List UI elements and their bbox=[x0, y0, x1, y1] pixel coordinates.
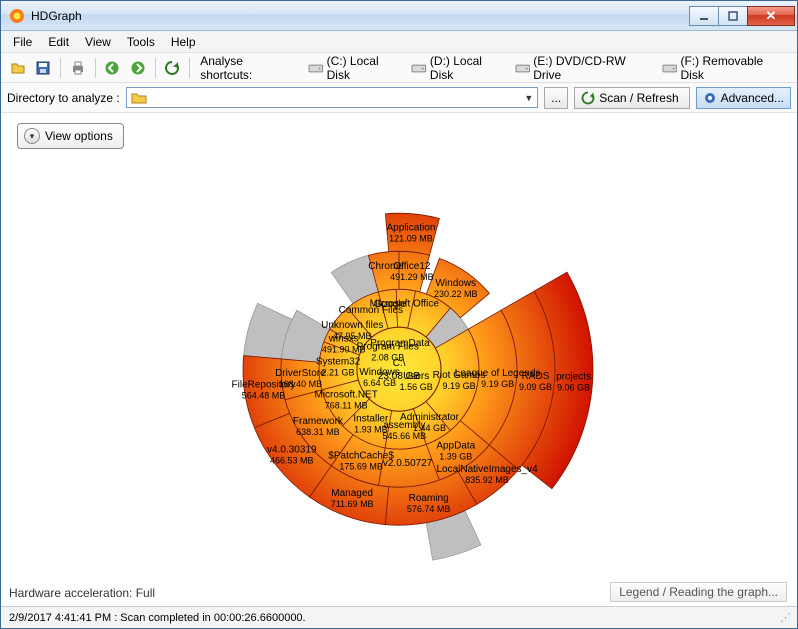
drive-shortcut[interactable]: (C:) Local Disk bbox=[304, 54, 407, 82]
menu-edit[interactable]: Edit bbox=[40, 33, 77, 51]
drive-shortcut[interactable]: (D:) Local Disk bbox=[407, 54, 510, 82]
close-button[interactable]: ✕ bbox=[747, 6, 795, 26]
menubar: File Edit View Tools Help bbox=[1, 31, 797, 53]
scan-refresh-button[interactable]: Scan / Refresh bbox=[574, 87, 689, 109]
back-icon[interactable] bbox=[102, 57, 124, 79]
app-icon bbox=[9, 8, 25, 24]
menu-view[interactable]: View bbox=[77, 33, 119, 51]
sunburst-chart[interactable]: C:\23.08 GBWindows6.64 GBProgram Files2.… bbox=[149, 139, 649, 599]
folder-icon bbox=[131, 92, 147, 104]
advanced-button[interactable]: Advanced... bbox=[696, 87, 791, 109]
drive-shortcut[interactable]: (E:) DVD/CD-RW Drive bbox=[511, 54, 658, 82]
window-buttons: ✕ bbox=[690, 6, 795, 26]
gear-icon bbox=[703, 91, 717, 105]
status-text: 2/9/2017 4:41:41 PM : Scan completed in … bbox=[9, 612, 306, 624]
titlebar: HDGraph ✕ bbox=[1, 1, 797, 31]
open-icon[interactable] bbox=[7, 57, 29, 79]
window-title: HDGraph bbox=[31, 9, 690, 23]
drive-shortcut[interactable]: (F:) Removable Disk bbox=[658, 54, 791, 82]
refresh-icon bbox=[581, 91, 595, 105]
directory-combo[interactable]: ▼ bbox=[126, 87, 539, 108]
maximize-button[interactable] bbox=[718, 6, 748, 26]
resize-grip[interactable]: ⋰ bbox=[780, 611, 789, 624]
root-segment[interactable] bbox=[357, 327, 441, 411]
statusbar: 2/9/2017 4:41:41 PM : Scan completed in … bbox=[1, 606, 797, 628]
folder-segment[interactable] bbox=[385, 213, 439, 255]
refresh-icon[interactable] bbox=[162, 57, 184, 79]
forward-icon[interactable] bbox=[127, 57, 149, 79]
app-window: HDGraph ✕ File Edit View Tools Help Anal… bbox=[0, 0, 798, 629]
save-icon[interactable] bbox=[33, 57, 55, 79]
legend-link[interactable]: Legend / Reading the graph... bbox=[610, 582, 787, 602]
toolbar: Analyse shortcuts: (C:) Local Disk(D:) L… bbox=[1, 53, 797, 83]
dir-label: Directory to analyze : bbox=[7, 91, 120, 105]
directory-bar: Directory to analyze : ▼ ... Scan / Refr… bbox=[1, 83, 797, 113]
shortcuts-label: Analyse shortcuts: bbox=[196, 54, 300, 82]
hw-accel-label: Hardware acceleration: Full bbox=[9, 586, 155, 600]
minimize-button[interactable] bbox=[689, 6, 719, 26]
view-options-button[interactable]: ▾ View options bbox=[17, 123, 124, 149]
chevron-down-icon[interactable]: ▼ bbox=[524, 93, 533, 103]
menu-file[interactable]: File bbox=[5, 33, 40, 51]
print-icon[interactable] bbox=[67, 57, 89, 79]
menu-help[interactable]: Help bbox=[163, 33, 204, 51]
menu-tools[interactable]: Tools bbox=[119, 33, 163, 51]
folder-segment[interactable] bbox=[399, 251, 430, 292]
chevron-down-icon: ▾ bbox=[24, 128, 40, 144]
content-area: ▾ View options C:\23.08 GBWindows6.64 GB… bbox=[1, 113, 797, 606]
browse-button[interactable]: ... bbox=[544, 87, 568, 109]
